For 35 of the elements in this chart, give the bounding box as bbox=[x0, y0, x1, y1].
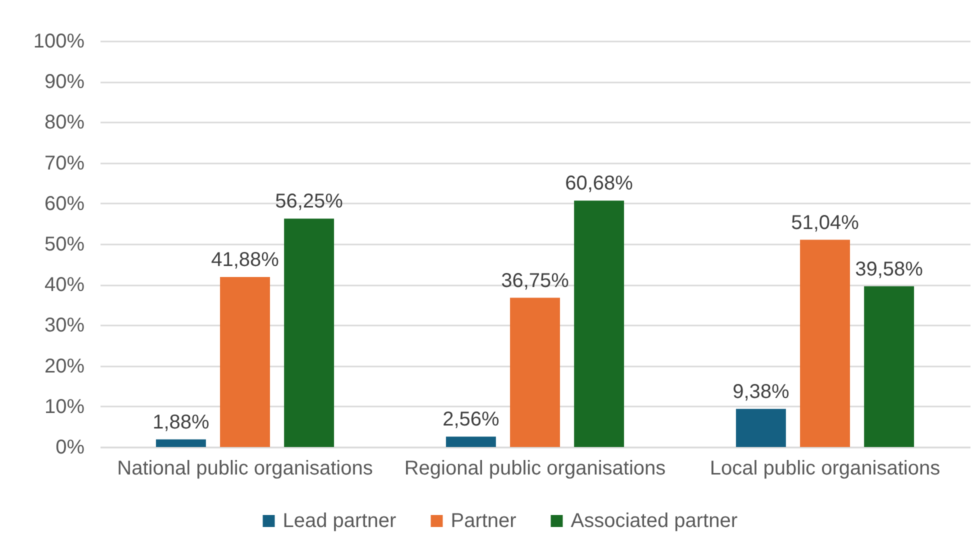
data-label: 1,88% bbox=[152, 411, 210, 434]
bar bbox=[510, 298, 560, 447]
data-label: 51,04% bbox=[791, 212, 860, 234]
bar bbox=[156, 439, 206, 447]
y-tick-label: 20% bbox=[44, 355, 85, 378]
data-label: 2,56% bbox=[442, 408, 500, 431]
y-tick-label: 60% bbox=[44, 192, 85, 215]
bar bbox=[220, 276, 270, 447]
bar bbox=[736, 408, 786, 447]
y-tick-label: 30% bbox=[44, 314, 85, 337]
y-tick-label: 70% bbox=[44, 152, 85, 174]
bar bbox=[446, 436, 496, 447]
legend-label: Partner bbox=[450, 510, 517, 532]
y-tick-label: 80% bbox=[44, 112, 85, 134]
bar bbox=[284, 218, 334, 447]
y-tick-label: 10% bbox=[44, 396, 85, 418]
x-tick-label: Local public organisations bbox=[710, 458, 940, 480]
y-tick-label: 0% bbox=[56, 436, 85, 458]
y-tick-label: 100% bbox=[33, 30, 85, 52]
data-label: 56,25% bbox=[275, 190, 344, 213]
y-tick-label: 50% bbox=[44, 234, 85, 256]
y-tick-label: 90% bbox=[44, 71, 85, 94]
y-tick-label: 40% bbox=[44, 274, 85, 296]
data-label: 39,58% bbox=[855, 258, 924, 280]
data-label: 9,38% bbox=[732, 380, 790, 403]
legend-label: Associated partner bbox=[570, 510, 738, 532]
bar bbox=[864, 286, 914, 447]
data-label: 41,88% bbox=[211, 248, 280, 271]
x-tick-label: National public organisations bbox=[117, 458, 373, 480]
bar bbox=[800, 240, 850, 447]
data-label: 36,75% bbox=[501, 270, 570, 292]
data-label: 60,68% bbox=[565, 172, 634, 195]
bar bbox=[574, 200, 624, 447]
legend-label: Lead partner bbox=[282, 510, 397, 532]
x-tick-label: Regional public organisations bbox=[404, 458, 666, 480]
